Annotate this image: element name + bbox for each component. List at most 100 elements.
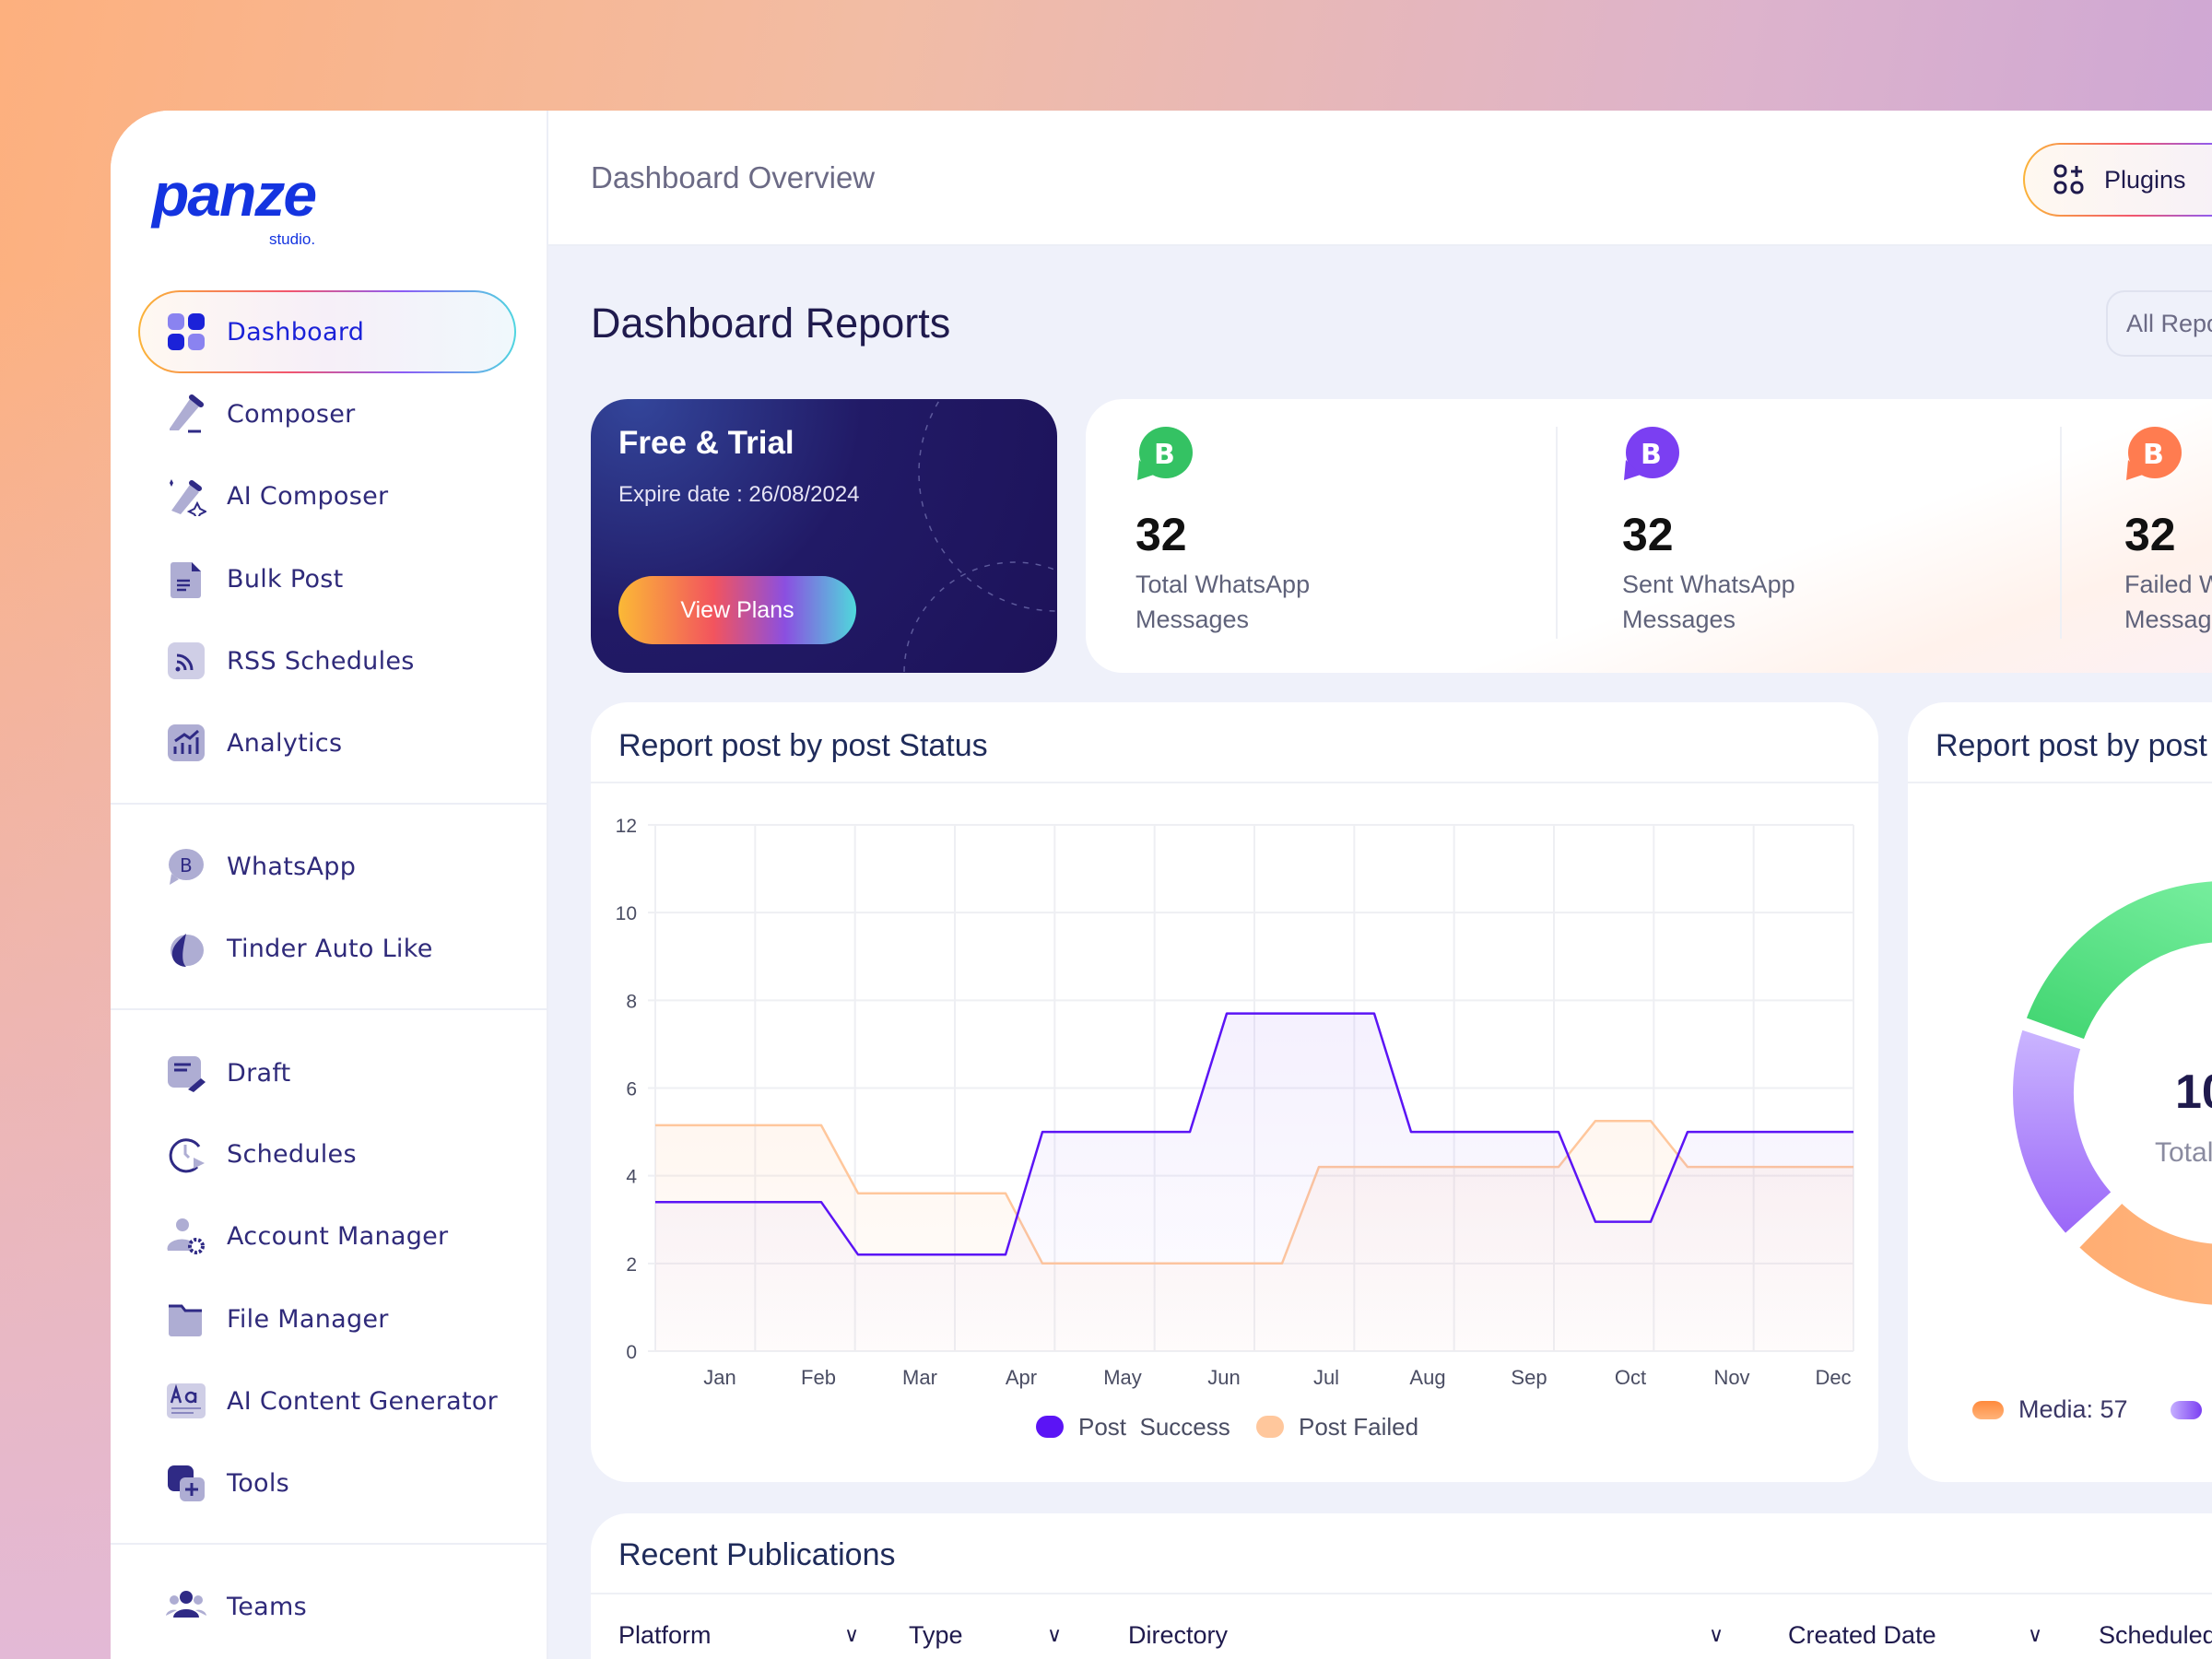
column-directory[interactable]: Directory ∨ [1128, 1620, 1724, 1650]
post-type-chart-card: Report post by post type 10 Total Media:… [1908, 702, 2212, 1482]
sidebar-divider [111, 803, 548, 805]
sidebar: panze studio. Dashboard Composer AI Compos… [111, 111, 548, 1659]
donut-segment-orange[interactable] [2073, 1196, 2212, 1311]
column-type[interactable]: Type ∨ [909, 1620, 1062, 1650]
header-title: Dashboard Overview [591, 160, 876, 194]
sidebar-item-label: AI Content Generator [227, 1386, 499, 1416]
stat-value: 32 [2124, 509, 2176, 560]
column-created-date[interactable]: Created Date ∨ [1788, 1620, 2042, 1650]
rss-icon [166, 641, 206, 681]
sidebar-item-label: Draft [227, 1058, 291, 1088]
sidebar-item-label: Teams [227, 1592, 307, 1621]
plugins-button[interactable]: Plugins [2023, 143, 2212, 217]
stat-divider [1556, 427, 1558, 639]
stat-divider [2060, 427, 2062, 639]
sidebar-item-teams[interactable]: Teams [138, 1567, 514, 1646]
donut-center-label: Total [2155, 1137, 2212, 1168]
series-area-0 [655, 1013, 1853, 1351]
chevron-down-icon: ∨ [2028, 1623, 2043, 1646]
whatsapp-business-icon: B [1137, 427, 1193, 480]
stat-label: Total WhatsApp Messages [1135, 571, 1311, 633]
clock-icon [166, 1134, 206, 1174]
sidebar-item-label: Tools [227, 1468, 290, 1498]
x-tick-label: Jan [703, 1366, 735, 1389]
x-tick-label: Dec [1815, 1366, 1851, 1389]
y-tick-label: 2 [626, 1254, 637, 1276]
tools-plus-icon [166, 1463, 206, 1503]
whatsapp-business-icon: B [1624, 427, 1679, 480]
sidebar-item-draft[interactable]: Draft [138, 1033, 514, 1112]
pen-icon [166, 394, 206, 434]
reports-filter-select[interactable]: All Reports ∨ [2106, 290, 2212, 357]
x-tick-label: Aug [1409, 1366, 1445, 1389]
sidebar-item-label: Schedules [227, 1139, 357, 1169]
legend-swatch [1256, 1416, 1284, 1438]
sidebar-item-composer[interactable]: Composer [138, 374, 514, 453]
ai-pen-icon [166, 476, 206, 516]
donut-legend: Media: 57 [1972, 1395, 2202, 1424]
y-tick-label: 4 [626, 1167, 637, 1188]
view-plans-button[interactable]: View Plans [618, 576, 856, 644]
analytics-icon [166, 723, 206, 763]
sidebar-item-ai-content-generator[interactable]: AI Content Generator [138, 1361, 514, 1441]
column-label: Created Date [1788, 1621, 1936, 1649]
trial-card: Free & Trial Expire date : 26/08/2024 Vi… [591, 399, 1057, 673]
column-platform[interactable]: Platform ∨ [618, 1620, 859, 1650]
x-tick-label: Jul [1313, 1366, 1339, 1389]
column-scheduled[interactable]: Scheduled [2099, 1620, 2212, 1650]
sidebar-item-label: Composer [227, 399, 356, 429]
sidebar-item-tools[interactable]: Tools [138, 1443, 514, 1523]
sidebar-item-schedules[interactable]: Schedules [138, 1114, 514, 1194]
sidebar-item-label: Bulk Post [227, 564, 344, 594]
sidebar-item-label: Analytics [227, 728, 343, 758]
donut-segment-purple[interactable] [2007, 1023, 2118, 1240]
x-tick-label: Jun [1207, 1366, 1240, 1389]
trial-expire-date: Expire date : 26/08/2024 [618, 482, 860, 507]
card-divider [591, 782, 1878, 783]
donut-segment-green[interactable] [2020, 876, 2212, 1045]
page-title: Dashboard Reports [591, 300, 951, 347]
background [0, 276, 129, 1659]
logo-word: panze [152, 160, 317, 229]
sidebar-item-rss-schedules[interactable]: RSS Schedules [138, 621, 514, 700]
dashboard-grid-icon [166, 312, 206, 352]
y-tick-label: 0 [626, 1342, 637, 1363]
sidebar-item-bulk-post[interactable]: Bulk Post [138, 539, 514, 618]
sidebar-item-analytics[interactable]: Analytics [138, 703, 514, 782]
sidebar-item-whatsapp[interactable]: B WhatsApp [138, 827, 514, 906]
top-header: Dashboard Overview Plugins [548, 111, 2212, 246]
x-tick-label: Apr [1006, 1366, 1037, 1389]
legend-swatch-type2 [2170, 1400, 2202, 1419]
legend-label: Post Success [1078, 1413, 1230, 1441]
legend-label-media: Media: 57 [2018, 1395, 2128, 1423]
tinder-flame-icon [166, 928, 206, 969]
logo[interactable]: panze studio. [152, 160, 317, 253]
recent-publications-card: Recent Publications Platform ∨ Type ∨ Dire… [591, 1513, 2212, 1659]
sidebar-item-file-manager[interactable]: File Manager [138, 1279, 514, 1359]
donut-center-value: 10 [2175, 1065, 2212, 1119]
team-icon [166, 1586, 206, 1627]
post-status-chart: 0 2 4 6 8 10 12 Jan Feb Mar Apr May Jun Jul Aug Sep Oct N… [616, 816, 1854, 1441]
stat-value: 32 [1135, 509, 1187, 560]
chart-title: Report post by post Status [618, 728, 988, 763]
stat-label: Failed WhatsApp Messages [2124, 571, 2212, 633]
document-icon [166, 559, 206, 599]
app-window: panze studio. Dashboard Composer AI Compos… [111, 111, 2212, 1659]
svg-text:B: B [180, 854, 193, 877]
whatsapp-business-icon: B [166, 846, 206, 887]
svg-text:B: B [1641, 439, 1662, 471]
sidebar-item-ai-composer[interactable]: AI Composer [138, 456, 514, 535]
text-aa-icon [166, 1381, 206, 1421]
post-status-chart-card: Report post by post Status 0 2 4 6 8 10 12 Jan F… [591, 702, 1878, 1482]
chevron-down-icon: ∨ [1047, 1623, 1063, 1646]
sidebar-item-tinder-auto-like[interactable]: Tinder Auto Like [138, 909, 514, 988]
column-label: Directory [1128, 1621, 1229, 1649]
sidebar-item-account-manager[interactable]: Account Manager [138, 1196, 514, 1276]
sidebar-item-dashboard[interactable]: Dashboard [138, 290, 516, 373]
post-type-donut: 10 Total [2007, 876, 2212, 1311]
legend-swatch [1036, 1416, 1064, 1438]
sidebar-item-label: RSS Schedules [227, 646, 415, 676]
chevron-down-icon: ∨ [844, 1623, 860, 1646]
y-tick-label: 6 [626, 1079, 637, 1100]
whatsapp-stats-card: B 32 Total WhatsApp Messages B 32 Sent Wh… [1086, 399, 2212, 673]
